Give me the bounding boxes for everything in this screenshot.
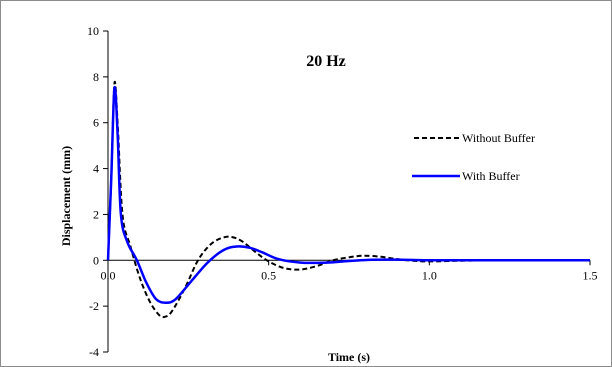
- x-axis-title: Time (s): [328, 350, 370, 364]
- y-ticks: -4 -2 0 2 4 6 8 10: [87, 24, 108, 359]
- y-axis-title: Displacement (mm): [59, 146, 73, 246]
- legend-label-without-buffer: Without Buffer: [462, 131, 535, 145]
- x-tick-label: 0.0: [101, 268, 116, 282]
- y-tick-label: 8: [93, 70, 99, 84]
- series-line-without-buffer: [107, 80, 590, 319]
- y-tick-label: 10: [87, 24, 99, 38]
- series-lines: [106, 80, 590, 319]
- y-tick-label: 4: [93, 162, 99, 176]
- y-tick-label: 6: [93, 116, 99, 130]
- legend-label-with-buffer: With Buffer: [462, 169, 520, 183]
- x-ticks: 0.0 0.5 1.0 1.5: [101, 260, 598, 282]
- legend: Without Buffer With Buffer: [412, 131, 535, 183]
- series-line-with-buffer: [106, 85, 590, 304]
- x-tick-label: 1.5: [583, 268, 598, 282]
- y-tick-label: 0: [93, 253, 99, 267]
- chart-title: 20 Hz: [306, 53, 346, 70]
- x-tick-label: 0.5: [261, 268, 276, 282]
- x-tick-label: 1.0: [422, 268, 437, 282]
- y-tick-label: 2: [93, 207, 99, 221]
- y-tick-label: -4: [89, 345, 99, 359]
- axes: [107, 31, 590, 352]
- y-tick-label: -2: [89, 299, 99, 313]
